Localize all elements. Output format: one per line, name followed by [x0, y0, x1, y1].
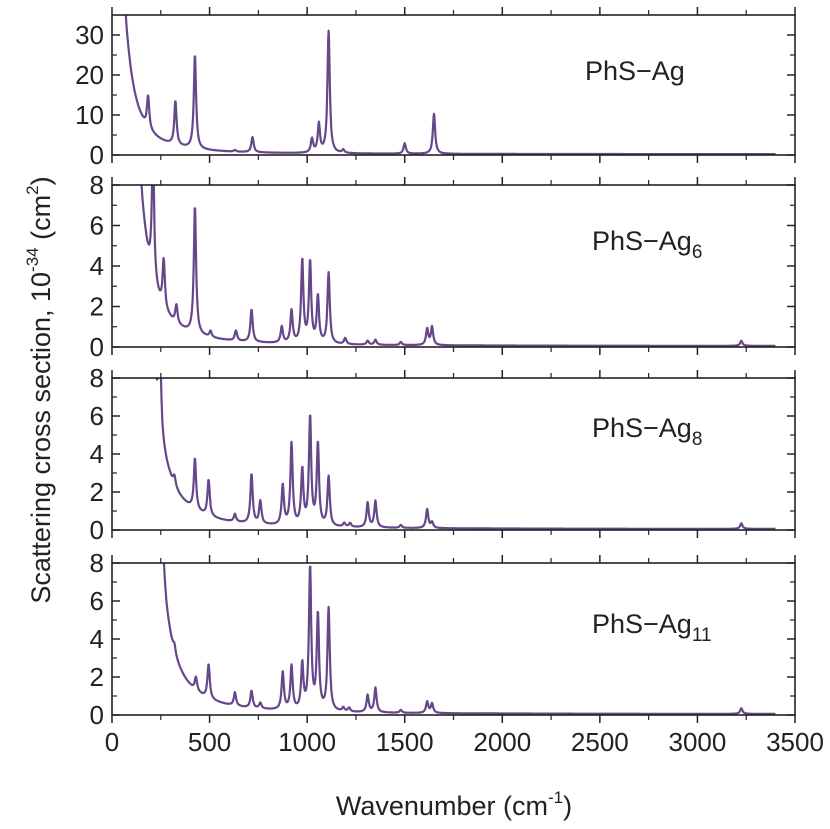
- x-tick-label: 2500: [571, 727, 629, 757]
- y-axis-title-part1: Scattering cross section, 10: [26, 272, 56, 604]
- panel-3-ytick-label: 2: [90, 477, 104, 507]
- panel-1-frame: [111, 14, 796, 156]
- panel-1-label: PhS−Ag: [585, 56, 685, 86]
- x-axis-title-main: Wavenumber (cm: [336, 791, 548, 821]
- panel-4-ytick-label: 2: [90, 662, 104, 692]
- x-tick-label: 1500: [376, 727, 434, 757]
- y-axis-title-part3: ): [26, 176, 56, 185]
- y-axis-title-sup2: 2: [23, 185, 42, 194]
- panel-4-label-subscript: 11: [692, 625, 712, 646]
- panel-3-label-subscript: 8: [692, 429, 703, 450]
- panel-2-series-line-0: [140, 185, 777, 347]
- panel-2-label-main: PhS−Ag: [592, 226, 692, 256]
- panel-4-ytick-label: 6: [90, 586, 104, 616]
- panel-3-frame: [111, 377, 796, 531]
- x-tick-label: 3000: [669, 727, 727, 757]
- panels-group: 0102030PhS−Ag02468PhS−Ag602468PhS−Ag8024…: [75, 7, 824, 757]
- panel-2-ytick-label: 0: [90, 332, 104, 362]
- panel-3-label: PhS−Ag8: [592, 413, 702, 450]
- x-tick-label: 3500: [766, 727, 824, 757]
- panel-1: 0 10 20 30 PhS−Ag: [75, 7, 796, 170]
- panel-2-ytick-label: 4: [90, 251, 104, 281]
- panel-3-ytick-label: 6: [90, 401, 104, 431]
- panel-1-ytick-label: 0: [90, 140, 104, 170]
- x-axis-title-sup: -1: [548, 788, 563, 807]
- panel-3-ytick-label: 0: [90, 515, 104, 545]
- panel-2-ytick-label: 6: [90, 211, 104, 241]
- panel-4-label-main: PhS−Ag: [592, 609, 692, 639]
- x-tick-label: 1000: [278, 727, 336, 757]
- panel-4-ytick-label: 0: [90, 700, 104, 730]
- panel-3-ytick-label: 8: [90, 363, 104, 393]
- panel-1-ytick-label: 30: [75, 20, 104, 50]
- x-tick-label: 2000: [473, 727, 531, 757]
- panel-2-ytick-label: 2: [90, 292, 104, 322]
- panel-3-label-main: PhS−Ag: [592, 413, 692, 443]
- panel-1-label-main: PhS−Ag: [585, 56, 685, 86]
- panel-4-label: PhS−Ag11: [592, 609, 712, 646]
- x-tick-label: 0: [105, 727, 119, 757]
- y-axis-title: Scattering cross section, 10-34 (cm2): [23, 176, 56, 603]
- panel-2-ytick-label: 8: [90, 170, 104, 200]
- x-axis-title-end: ): [563, 791, 572, 821]
- panel-3-ytick-label: 4: [90, 439, 104, 469]
- x-axis-title: Wavenumber (cm-1): [336, 788, 572, 821]
- x-tick-label: 500: [188, 727, 231, 757]
- panel-1-series-line-0: [124, 15, 777, 155]
- y-axis-title-part2: (cm: [26, 195, 56, 247]
- panel-2-label: PhS−Ag6: [592, 226, 702, 263]
- panel-1-ytick-label: 10: [75, 100, 104, 130]
- panel-1-ytick-label: 20: [75, 60, 104, 90]
- panel-2-label-subscript: 6: [692, 242, 703, 263]
- panel-4-series-line-0: [162, 563, 777, 715]
- panel-3-series-line-0: [155, 378, 777, 530]
- panel-4-ytick-label: 8: [90, 548, 104, 578]
- panel-4: 0 2 4 6 8 0 500 1000 1500 2000 2500 3000 3500 PhS−Ag1…: [90, 548, 824, 757]
- panel-4-ytick-label: 4: [90, 624, 104, 654]
- y-axis-title-sup1: -34: [23, 247, 42, 272]
- panel-2-frame: [111, 184, 796, 348]
